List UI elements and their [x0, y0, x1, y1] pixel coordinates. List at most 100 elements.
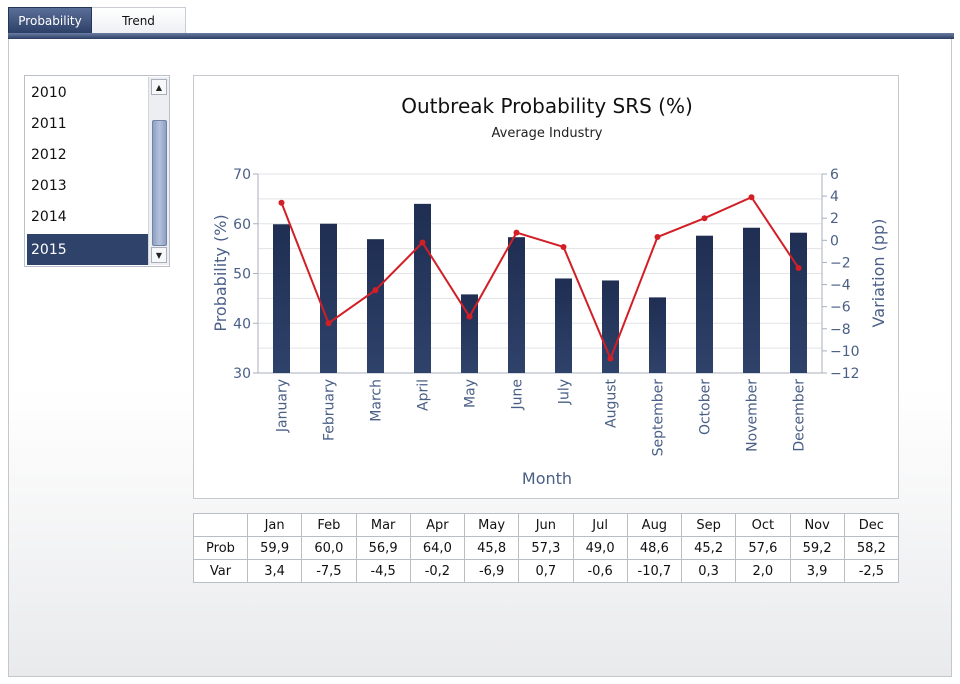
table-cell: 0,7	[518, 559, 574, 583]
table-cell: 57,6	[735, 536, 791, 560]
x-tick-label: May	[463, 379, 479, 408]
variation-point-march	[372, 287, 379, 294]
bar-november	[743, 227, 760, 373]
x-tick-label: December	[792, 379, 808, 452]
y2-tick-label: −2	[830, 255, 851, 271]
year-item-2015[interactable]: 2015	[27, 234, 149, 265]
y-tick-label: 40	[233, 316, 251, 332]
bar-july	[555, 278, 572, 373]
year-item-2012[interactable]: 2012	[31, 146, 67, 163]
variation-point-may	[466, 313, 473, 320]
bar-april	[414, 203, 431, 373]
variation-point-february	[325, 320, 332, 327]
tab-trend[interactable]: Trend	[92, 7, 186, 34]
table-cell: 59,9	[246, 536, 303, 560]
variation-point-july	[560, 243, 567, 250]
table-header-cell: Sep	[680, 513, 737, 537]
y2-tick-label: −4	[830, 278, 851, 294]
data-table: Jan Feb Mar Apr May Jun Jul Aug Sep Oct Nov Dec Prob…	[193, 513, 900, 583]
table-corner-cell	[193, 513, 248, 537]
x-tick-label: October	[698, 379, 714, 435]
bar-june	[508, 237, 525, 373]
variation-point-november	[748, 194, 755, 201]
variation-point-august	[607, 355, 614, 362]
table-cell: -0,2	[409, 559, 466, 583]
table-header-cell: Apr	[409, 513, 466, 537]
variation-point-january	[278, 199, 285, 206]
table-header-cell: Feb	[301, 513, 357, 537]
chart-subtitle: Average Industry	[492, 126, 603, 141]
x-tick-label: April	[416, 379, 432, 411]
table-cell: 59,2	[789, 536, 845, 560]
y-tick-label: 30	[233, 366, 251, 382]
table-row: Prob 59,9 60,0 56,9 64,0 45,8 57,3 49,0 48,6 45,2…	[193, 536, 900, 560]
table-cell: 64,0	[409, 536, 466, 560]
y2-tick-label: 2	[830, 211, 839, 227]
table-cell: -4,5	[355, 559, 411, 583]
table-header-cell: Jun	[518, 513, 574, 537]
x-tick-label: January	[275, 379, 291, 433]
table-cell: 60,0	[301, 536, 357, 560]
x-tick-label: July	[557, 379, 573, 405]
table-row: Var 3,4 -7,5 -4,5 -0,2 -6,9 0,7 -0,6 -10,7 0,3 2,0…	[193, 559, 900, 583]
table-cell: 2,0	[735, 559, 791, 583]
variation-line	[280, 195, 800, 362]
year-item-2011[interactable]: 2011	[31, 115, 67, 132]
table-cell: 3,4	[246, 559, 303, 583]
x-axis-title: Month	[522, 469, 572, 488]
y2-tick-label: 4	[830, 189, 839, 205]
bar-january	[273, 224, 290, 373]
scroll-up-icon[interactable]: ▲	[151, 79, 167, 95]
table-cell: -10,7	[626, 559, 683, 583]
table-cell: 3,9	[789, 559, 845, 583]
table-cell: 58,2	[843, 536, 900, 560]
table-cell: -7,5	[301, 559, 357, 583]
tab-bar: Probability Trend	[8, 7, 186, 35]
bar-may	[461, 294, 478, 373]
table-cell: -2,5	[843, 559, 900, 583]
variation-point-september	[654, 234, 661, 241]
table-cell: 56,9	[355, 536, 411, 560]
variation-point-april	[419, 239, 426, 246]
x-tick-label: November	[745, 379, 761, 452]
bar-march	[367, 239, 384, 373]
table-cell: 45,8	[463, 536, 520, 560]
y-tick-label: 50	[233, 267, 251, 283]
x-tick-label: June	[510, 379, 526, 411]
year-item-2010[interactable]: 2010	[31, 84, 67, 101]
chart-title: Outbreak Probability SRS (%)	[401, 94, 693, 118]
table-header-cell: May	[463, 513, 520, 537]
y-tick-label: 70	[233, 167, 251, 183]
table-header-cell: Dec	[843, 513, 900, 537]
year-item-2014[interactable]: 2014	[31, 208, 67, 225]
table-cell: -0,6	[572, 559, 628, 583]
y2-tick-label: −10	[830, 344, 860, 360]
y2-tick-label: 6	[830, 167, 839, 183]
year-listbox[interactable]: 2010 2011 2012 2013 2014 2015 ▲ ▼	[24, 75, 170, 267]
y2-axis-title: Variation (pp)	[869, 219, 888, 328]
bar-september	[649, 297, 666, 373]
table-header-cell: Jan	[246, 513, 303, 537]
table-row-label: Prob	[193, 536, 248, 560]
table-header-cell: Jul	[572, 513, 628, 537]
y-tick-label: 60	[233, 217, 251, 233]
y2-tick-label: −12	[830, 366, 860, 382]
table-header-cell: Oct	[735, 513, 791, 537]
year-item-2013[interactable]: 2013	[31, 177, 67, 194]
scroll-thumb[interactable]	[152, 120, 167, 246]
variation-point-december	[795, 264, 802, 271]
y-axis-title: Probability (%)	[211, 214, 230, 331]
table-cell: 45,2	[680, 536, 737, 560]
x-tick-label: August	[604, 378, 620, 428]
table-cell: 0,3	[680, 559, 737, 583]
x-tick-label: February	[322, 379, 338, 441]
y2-tick-label: −6	[830, 300, 851, 316]
table-cell: -6,9	[463, 559, 520, 583]
table-header-cell: Aug	[626, 513, 683, 537]
year-scrollbar[interactable]: ▲ ▼	[148, 77, 169, 265]
table-header-cell: Nov	[789, 513, 845, 537]
tab-rule	[8, 33, 954, 39]
tab-probability[interactable]: Probability	[8, 7, 92, 34]
scroll-down-icon[interactable]: ▼	[151, 247, 167, 263]
variation-point-june	[513, 229, 520, 236]
